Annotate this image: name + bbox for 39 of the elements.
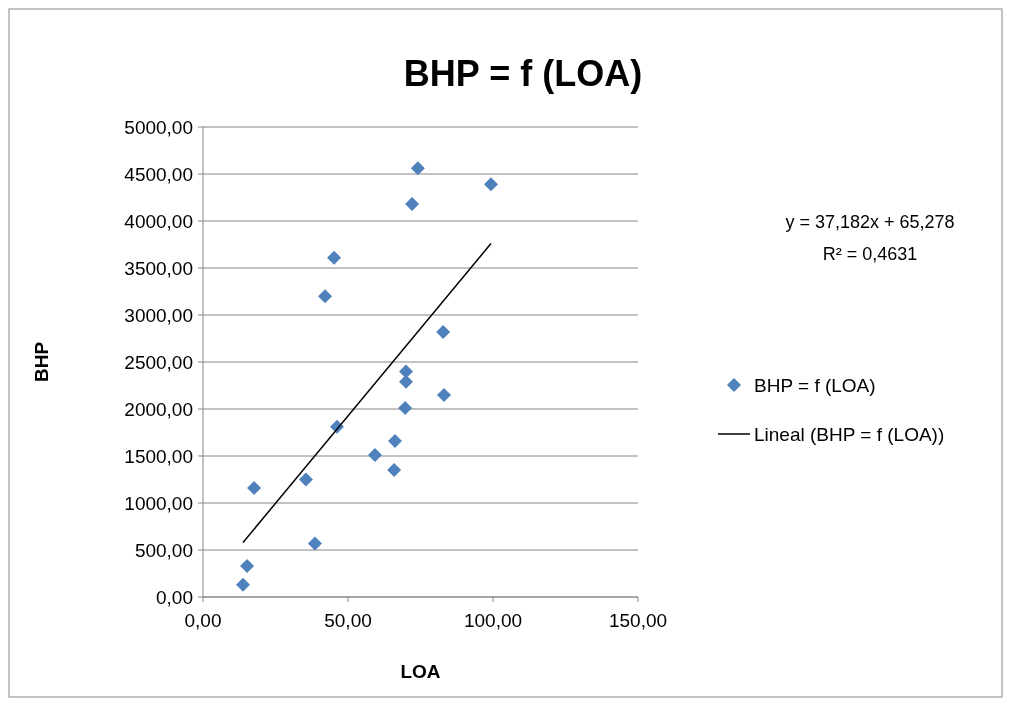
x-axis-title: LOA: [400, 661, 441, 682]
y-axis-title: BHP: [31, 341, 52, 383]
point: [483, 177, 498, 192]
point: [410, 161, 425, 176]
x-tick-label: 0,00: [184, 610, 222, 631]
point: [298, 472, 313, 487]
point: [367, 448, 382, 463]
text: y = 37,182x + 65,278 R² = 0,4631: [785, 212, 955, 264]
y-tick-label: 4000,00: [124, 210, 193, 232]
y-tick-label: 3000,00: [124, 304, 193, 326]
point: [327, 250, 342, 265]
point: [405, 197, 420, 212]
legend-label: BHP = f (LOA): [754, 374, 876, 396]
chart-title: BHP = f (LOA): [403, 53, 643, 94]
y-tick-label: 5000,00: [124, 116, 193, 138]
y-tick-label: 2000,00: [124, 398, 193, 420]
point: [387, 463, 402, 478]
point: [240, 558, 255, 573]
y-tick-label: 2500,00: [124, 351, 193, 373]
point: [247, 480, 262, 495]
y-tick-label: 0,00: [156, 586, 193, 608]
y-tick-label: 1500,00: [124, 445, 193, 467]
y-tick-label: 1000,00: [124, 492, 193, 514]
point: [436, 324, 451, 339]
point: [236, 577, 251, 592]
point: [436, 387, 451, 402]
point: [318, 289, 333, 304]
point: [387, 433, 402, 448]
x-tick-label: 150,00: [608, 610, 668, 631]
y-tick-label: 500,00: [134, 539, 193, 561]
x-tick-label: 100,00: [463, 610, 523, 631]
point: [398, 401, 413, 416]
point: [399, 364, 413, 379]
point: [307, 536, 322, 551]
y-tick-label: 4500,00: [124, 163, 193, 185]
y-tick-label: 3500,00: [124, 257, 193, 279]
x-tick-label: 50,00: [324, 610, 372, 631]
point: [399, 374, 413, 389]
legend-label: Lineal (BHP = f (LOA)): [754, 423, 945, 445]
